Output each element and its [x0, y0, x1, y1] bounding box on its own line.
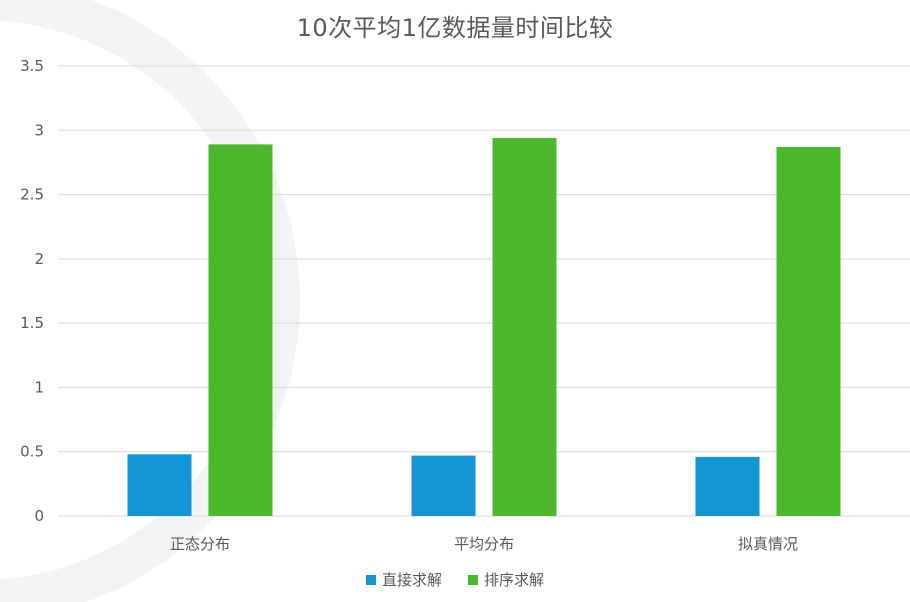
y-axis-ticks: 0 0.5 1 1.5 2 2.5 3 3.5	[20, 57, 44, 525]
x-tick-label: 正态分布	[170, 535, 230, 553]
y-tick-label: 2	[34, 250, 44, 268]
legend-swatch-series-1	[365, 574, 376, 585]
bars	[127, 138, 841, 516]
x-tick-label: 平均分布	[454, 535, 514, 553]
legend-swatch-series-2	[468, 574, 478, 585]
y-tick-label: 2.5	[20, 186, 44, 204]
chart-title: 10次平均1亿数据量时间比较	[296, 14, 614, 42]
legend: 直接求解 排序求解	[0, 569, 910, 590]
y-tick-label: 0	[34, 507, 44, 525]
legend-item-series-1: 直接求解	[365, 569, 442, 590]
bar-series-2-category-3	[776, 147, 841, 516]
y-tick-label: 3	[34, 121, 44, 139]
bar-series-2-category-2	[492, 138, 557, 516]
y-tick-label: 1	[34, 378, 44, 396]
y-tick-label: 1.5	[20, 314, 44, 332]
x-tick-label: 拟真情况	[738, 535, 798, 553]
y-tick-label: 3.5	[20, 57, 44, 75]
bar-series-1-category-3	[695, 456, 760, 516]
x-axis-ticks: 正态分布 平均分布 拟真情况	[170, 535, 798, 553]
bar-series-1-category-1	[127, 454, 192, 516]
legend-label-series-1: 直接求解	[381, 571, 442, 589]
legend-label-series-2: 排序求解	[484, 571, 545, 589]
bar-series-1-category-2	[411, 455, 476, 516]
legend-item-series-2: 排序求解	[468, 569, 544, 590]
bar-series-2-category-1	[208, 144, 273, 516]
y-tick-label: 0.5	[20, 443, 44, 461]
gridlines	[58, 65, 910, 517]
